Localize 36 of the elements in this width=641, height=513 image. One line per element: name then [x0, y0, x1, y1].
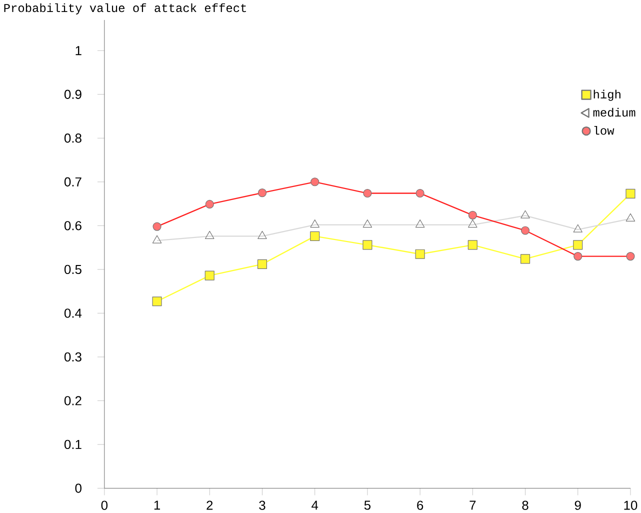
y-axis-title: Probability value of attack effect	[4, 3, 246, 14]
x-tick-label: 10	[624, 500, 638, 510]
y-tick-label: 0.7	[64, 177, 82, 186]
point	[520, 254, 530, 264]
x-tick-label: 8	[522, 500, 528, 510]
point	[152, 296, 162, 306]
x-tick-label: 1	[154, 500, 160, 510]
x-tick-label: 2	[206, 500, 213, 510]
x-tick-label: 7	[470, 500, 476, 510]
point	[468, 240, 478, 250]
point	[626, 188, 636, 198]
y-tick-label: 0.5	[64, 264, 82, 274]
y-tick-label: 0.4	[64, 308, 82, 318]
y-tick-label: 0	[75, 484, 82, 493]
y-tick-label: 0.8	[64, 133, 82, 143]
y-tick-label: 1	[76, 46, 82, 55]
point	[415, 249, 425, 259]
legend-label: high	[594, 90, 620, 101]
x-tick-label: 6	[417, 500, 424, 510]
point	[310, 231, 320, 241]
x-tick-label: 0	[101, 500, 108, 510]
point	[362, 240, 372, 250]
y-tick-label: 0.2	[64, 396, 82, 406]
x-tick-label: 4	[312, 500, 318, 510]
legend-label: low	[594, 126, 614, 135]
legend-label: medium	[593, 108, 636, 117]
y-tick-label: 0.6	[64, 220, 82, 230]
point	[204, 270, 214, 280]
y-tick-label: 0.9	[64, 90, 82, 99]
point	[573, 240, 583, 250]
y-tick-label: 0.1	[64, 440, 82, 449]
x-tick-label: 5	[364, 500, 370, 510]
point	[257, 259, 268, 269]
x-tick-label: 9	[574, 500, 581, 510]
x-tick-label: 3	[259, 500, 266, 510]
y-tick-label: 0.3	[64, 352, 82, 362]
